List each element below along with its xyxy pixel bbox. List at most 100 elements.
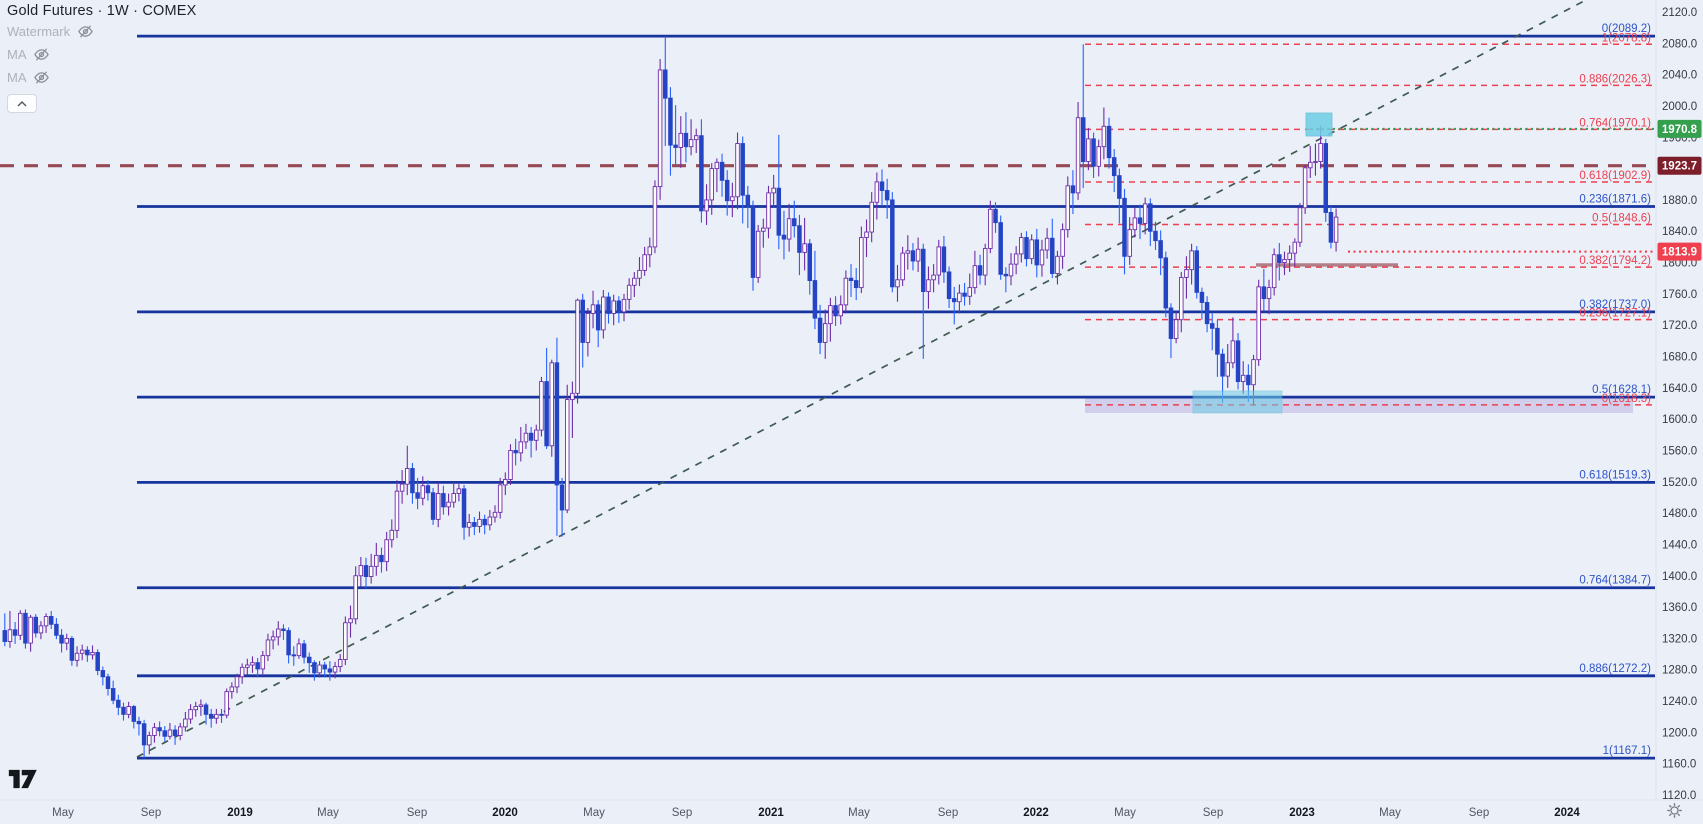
- candle: [1173, 319, 1179, 339]
- price-tick-label: 1600.0: [1662, 414, 1697, 426]
- price-tick-label: 1120.0: [1662, 790, 1696, 802]
- candle: [167, 729, 173, 737]
- candle: [822, 323, 828, 343]
- legend-row-ma2: MA: [7, 66, 197, 88]
- candle: [477, 518, 482, 527]
- candle: [1179, 276, 1184, 321]
- price-tick-label: 1440.0: [1662, 539, 1697, 551]
- highlight-box[interactable]: [1192, 390, 1283, 414]
- axis-label: 0.236(1727.1): [1579, 308, 1651, 320]
- candle: [1132, 217, 1138, 231]
- candle: [503, 479, 508, 486]
- candle: [136, 720, 142, 725]
- candle: [735, 143, 740, 198]
- candle: [363, 565, 369, 577]
- candle: [786, 218, 792, 240]
- axis-label: 0(1618.3): [1602, 393, 1651, 405]
- candle: [668, 97, 673, 146]
- candle: [946, 271, 952, 300]
- candle: [1039, 249, 1045, 266]
- candles-layer: [2, 36, 1339, 759]
- candle: [322, 664, 327, 670]
- eye-off-icon[interactable]: [33, 68, 51, 86]
- candle: [69, 637, 75, 661]
- candle: [1111, 157, 1117, 177]
- candle: [152, 727, 157, 736]
- candle: [1240, 374, 1246, 383]
- candle: [771, 187, 776, 194]
- candle: [1333, 216, 1339, 243]
- watermark-label: Watermark: [7, 23, 71, 39]
- price-axis[interactable]: 2120.02080.02040.02000.01960.01920.01880…: [1662, 7, 1697, 802]
- candle: [286, 630, 291, 656]
- candle: [874, 181, 880, 203]
- candle: [245, 664, 250, 668]
- candle: [33, 616, 39, 634]
- candle: [988, 208, 993, 249]
- axis-label: 0.886(1272.2): [1579, 663, 1651, 675]
- candle: [100, 670, 106, 678]
- candle: [1184, 269, 1189, 278]
- eye-off-icon[interactable]: [76, 22, 94, 40]
- candle: [884, 190, 890, 201]
- time-tick-label: 2021: [758, 807, 784, 819]
- candle: [812, 280, 818, 319]
- trendline-dashed[interactable]: [136, 0, 1587, 758]
- chart-legend: Gold Futures · 1W · COMEX Watermark MA: [7, 3, 197, 113]
- time-tick-label: 2019: [227, 807, 253, 819]
- axis-label: 0.382(1794.2): [1579, 255, 1651, 267]
- candle: [1209, 323, 1215, 329]
- time-tick-label: 2022: [1023, 807, 1049, 819]
- candle: [234, 676, 240, 688]
- price-tick-label: 1560.0: [1662, 445, 1697, 457]
- candle: [699, 135, 704, 212]
- candle: [982, 248, 988, 276]
- time-tick-label: May: [848, 807, 870, 819]
- candle: [1075, 117, 1081, 194]
- candle: [518, 441, 524, 454]
- time-tick-label: May: [583, 807, 605, 819]
- price-tag-value: 1813.9: [1662, 247, 1697, 259]
- candle: [601, 296, 606, 331]
- candle: [255, 662, 260, 670]
- candle: [2, 630, 8, 642]
- price-tick-label: 1160.0: [1662, 759, 1696, 771]
- legend-collapse-button[interactable]: [7, 94, 37, 113]
- symbol-title[interactable]: Gold Futures · 1W · COMEX: [7, 3, 197, 19]
- candle: [998, 222, 1003, 275]
- time-axis[interactable]: May Sep 2019 May Sep 2020 May Sep 2021 May Sep 2022…: [52, 807, 1580, 819]
- candle: [291, 654, 297, 657]
- highlight-box[interactable]: [1305, 112, 1333, 137]
- candle: [451, 493, 456, 503]
- candle: [993, 208, 998, 224]
- candle: [1261, 286, 1267, 300]
- candle: [1044, 237, 1050, 251]
- candle: [59, 634, 64, 644]
- candle: [224, 691, 229, 716]
- candle: [466, 522, 472, 528]
- chevron-up-icon: [17, 100, 27, 106]
- candle: [394, 490, 400, 531]
- tradingview-logo[interactable]: [8, 768, 38, 795]
- candle: [95, 652, 100, 671]
- candle: [7, 629, 13, 642]
- candle: [317, 664, 322, 674]
- candle: [1199, 291, 1205, 303]
- candle: [405, 468, 410, 485]
- candle: [64, 637, 69, 644]
- candle: [1287, 252, 1292, 260]
- candle: [1142, 203, 1148, 224]
- gear-icon[interactable]: [1666, 802, 1683, 824]
- candle: [745, 194, 751, 207]
- candle: [239, 666, 245, 678]
- time-tick-label: 2024: [1554, 807, 1580, 819]
- eye-off-icon[interactable]: [33, 45, 51, 63]
- candle: [616, 300, 622, 313]
- candle: [374, 554, 379, 567]
- candle: [265, 639, 271, 657]
- candle: [549, 362, 555, 447]
- candle: [843, 277, 849, 306]
- price-tag-value: 1970.8: [1662, 124, 1698, 136]
- candle: [585, 313, 591, 343]
